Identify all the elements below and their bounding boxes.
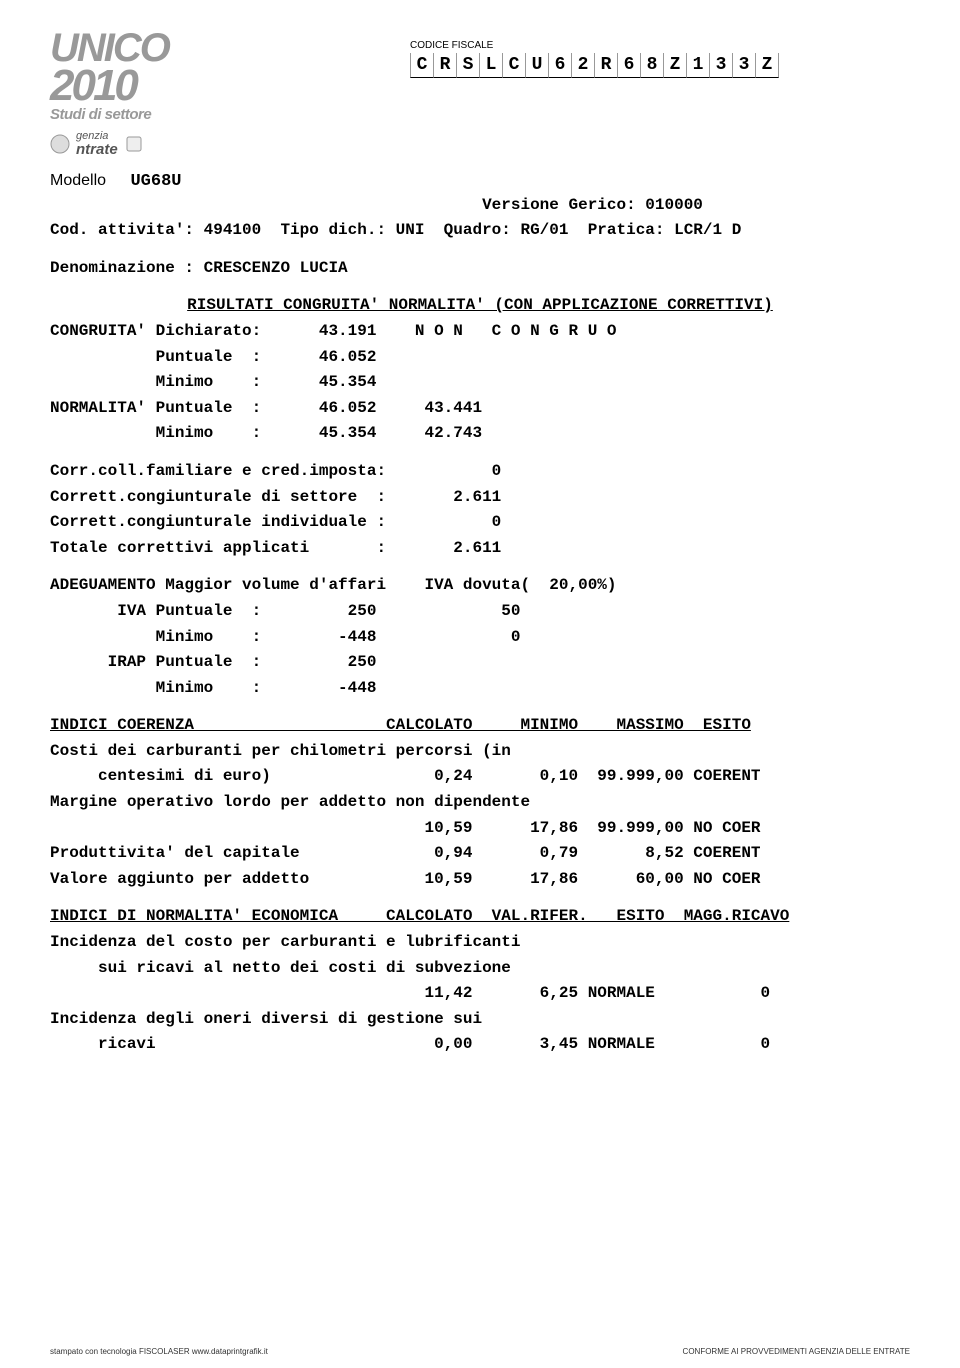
normalita-l2: sui ricavi al netto dei costi di subvezi… (50, 958, 910, 980)
risultati-l5: Minimo : 45.354 42.743 (50, 423, 910, 445)
cf-char: R (594, 53, 617, 78)
normalita-l4: Incidenza degli oneri diversi di gestion… (50, 1009, 910, 1031)
modello-row: Modello UG68U (50, 172, 910, 191)
coerenza-l6: Valore aggiunto per addetto 10,59 17,86 … (50, 869, 910, 891)
correttivi-l4: Totale correttivi applicati : 2.611 (50, 538, 910, 560)
codice-fiscale-boxes: CRSLCU62R68Z133Z (410, 53, 779, 78)
adeguamento-l5: Minimo : -448 (50, 678, 910, 700)
cf-char: 6 (617, 53, 640, 78)
cf-char: 2 (571, 53, 594, 78)
cf-char: L (479, 53, 502, 78)
italy-emblem-icon (124, 134, 144, 154)
adeguamento-l1: ADEGUAMENTO Maggior volume d'affari IVA … (50, 575, 910, 597)
risultati-l3: Minimo : 45.354 (50, 372, 910, 394)
coerenza-header: INDICI COERENZA CALCOLATO MINIMO MASSIMO… (50, 715, 910, 737)
cf-char: C (502, 53, 525, 78)
modello-value: UG68U (130, 172, 181, 191)
risultati-l4: NORMALITA' Puntuale : 46.052 43.441 (50, 398, 910, 420)
attivita-line: Cod. attivita': 494100 Tipo dich.: UNI Q… (50, 220, 910, 242)
footer-right: CONFORME AI PROVVEDIMENTI AGENZIA DELLE … (683, 1347, 910, 1356)
adeguamento-l3: Minimo : -448 0 (50, 627, 910, 649)
cf-char: R (433, 53, 456, 78)
risultati-l2: Puntuale : 46.052 (50, 347, 910, 369)
cf-char: 3 (732, 53, 755, 78)
agenzia-bottom: ntrate (76, 142, 118, 157)
coerenza-l1: Costi dei carburanti per chilometri perc… (50, 741, 910, 763)
logo-subtitle: Studi di settore (50, 106, 210, 123)
versione-line: Versione Gerico: 010000 (50, 195, 910, 217)
cf-char: 3 (709, 53, 732, 78)
logo-block: UNICO 2010 Studi di settore genzia ntrat… (50, 30, 210, 157)
cf-char: 6 (548, 53, 571, 78)
footer-left: stampato con tecnologia FISCOLASER www.d… (50, 1347, 268, 1356)
cf-char: Z (663, 53, 686, 78)
correttivi-l1: Corr.coll.familiare e cred.imposta: 0 (50, 461, 910, 483)
normalita-l1: Incidenza del costo per carburanti e lub… (50, 932, 910, 954)
cf-char: Z (755, 53, 779, 78)
coerenza-l4: 10,59 17,86 99.999,00 NO COER (50, 818, 910, 840)
cf-char: C (410, 53, 433, 78)
adeguamento-l2: IVA Puntuale : 250 50 (50, 601, 910, 623)
cf-char: U (525, 53, 548, 78)
logo-year: 2010 (50, 66, 210, 106)
adeguamento-l4: IRAP Puntuale : 250 (50, 652, 910, 674)
coerenza-l5: Produttivita' del capitale 0,94 0,79 8,5… (50, 843, 910, 865)
normalita-l5: ricavi 0,00 3,45 NORMALE 0 (50, 1034, 910, 1056)
normalita-l3: 11,42 6,25 NORMALE 0 (50, 983, 910, 1005)
correttivi-l3: Corrett.congiunturale individuale : 0 (50, 512, 910, 534)
codice-fiscale-block: CODICE FISCALE CRSLCU62R68Z133Z (410, 40, 779, 78)
cf-char: 1 (686, 53, 709, 78)
coerenza-l3: Margine operativo lordo per addetto non … (50, 792, 910, 814)
cf-char: S (456, 53, 479, 78)
coerenza-l2: centesimi di euro) 0,24 0,10 99.999,00 C… (50, 766, 910, 788)
agenzia-logo-icon (50, 134, 70, 154)
agenzia-top: genzia (76, 131, 118, 142)
correttivi-l2: Corrett.congiunturale di settore : 2.611 (50, 487, 910, 509)
footer: stampato con tecnologia FISCOLASER www.d… (50, 1347, 910, 1356)
codice-fiscale-label: CODICE FISCALE (410, 40, 779, 51)
normalita-header: INDICI DI NORMALITA' ECONOMICA CALCOLATO… (50, 906, 910, 928)
cf-char: 8 (640, 53, 663, 78)
denominazione-line: Denominazione : CRESCENZO LUCIA (50, 258, 910, 280)
agenzia-block: genzia ntrate (50, 131, 210, 157)
risultati-l1: CONGRUITA' Dichiarato: 43.191 N O N C O … (50, 321, 910, 343)
risultati-title: RISULTATI CONGRUITA' NORMALITA' (CON APP… (50, 295, 910, 317)
modello-label: Modello (50, 172, 106, 189)
